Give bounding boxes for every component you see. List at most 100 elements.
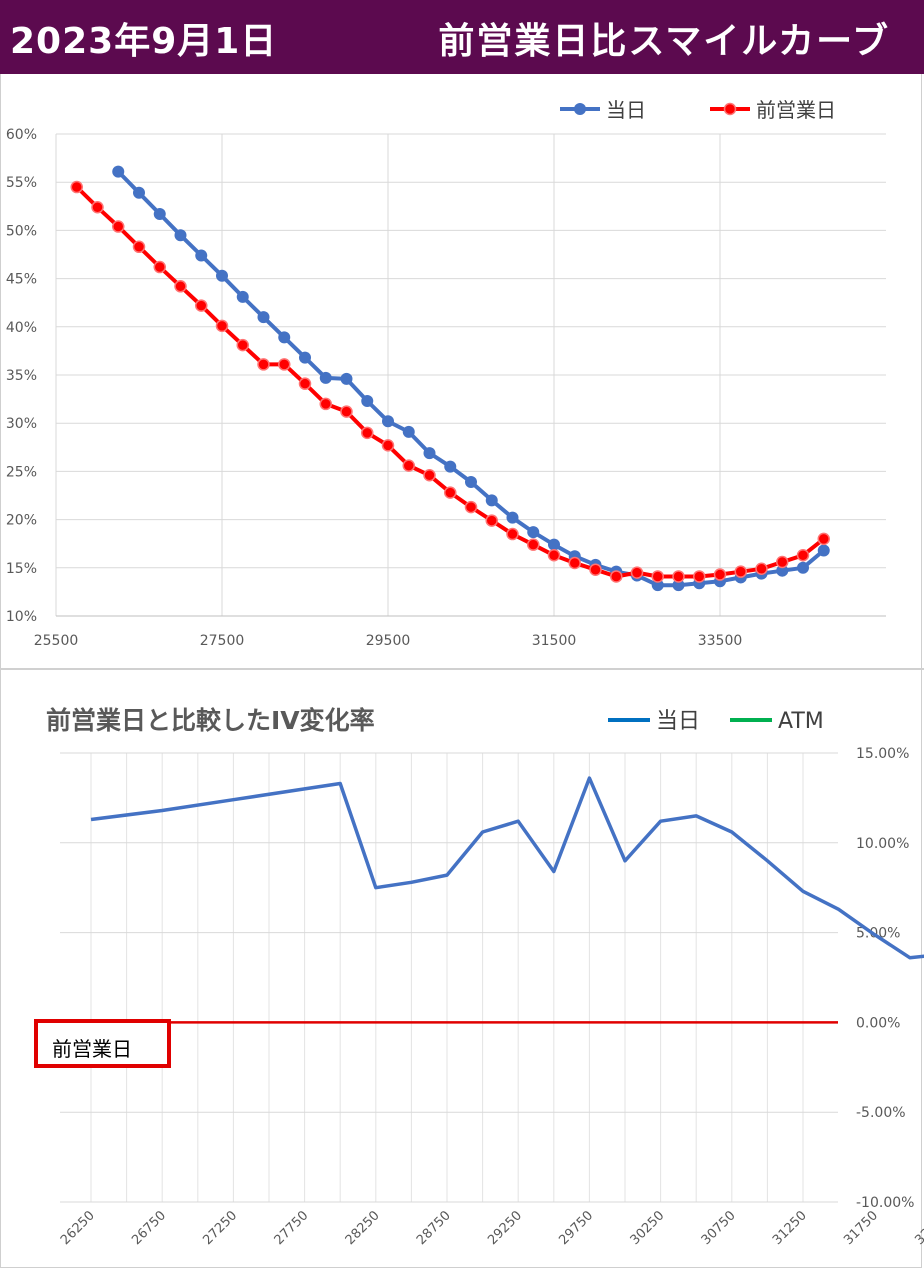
y-tick-label: 40%	[6, 320, 37, 336]
today-point	[423, 447, 436, 460]
chart2-legend: 当日 ATM	[608, 709, 824, 734]
today-point	[299, 351, 311, 364]
previous-point	[693, 570, 706, 583]
previous-point	[776, 555, 789, 569]
previous-point	[568, 556, 581, 570]
y-tick-label: 10%	[6, 609, 37, 625]
today-point	[153, 208, 166, 221]
today-point	[112, 165, 125, 178]
today-point	[382, 415, 394, 428]
today-point	[133, 186, 145, 199]
previous-point	[298, 377, 312, 390]
y-tick-label: 0.00%	[856, 1015, 900, 1031]
x-tick-label: 32250	[912, 1208, 924, 1248]
today-point	[506, 511, 519, 524]
previous-point	[319, 397, 332, 411]
y-tick-label: 15%	[6, 561, 37, 577]
previous-point	[236, 338, 249, 352]
y-tick-label: -10.00%	[856, 1195, 914, 1211]
previous-point	[70, 180, 83, 194]
y-tick-label: 60%	[6, 127, 37, 143]
previous-point	[444, 486, 457, 499]
y-tick-label: 50%	[6, 223, 37, 239]
previous-point	[527, 538, 540, 551]
x-tick-label: 31250	[770, 1208, 810, 1248]
previous-point	[734, 565, 747, 578]
chart1-x-ticks: 25500 27500 29500 31500 33500	[34, 633, 743, 649]
y-tick-label: 55%	[6, 175, 37, 191]
today-point	[817, 544, 830, 557]
series-line-today	[116, 170, 826, 588]
x-tick-label: 29500	[366, 633, 411, 649]
previous-point	[257, 358, 270, 371]
previous-point	[713, 568, 727, 581]
previous-point	[195, 299, 208, 312]
previous-point	[672, 570, 685, 583]
chart2-series	[60, 776, 924, 1024]
x-tick-label: 25500	[34, 633, 79, 649]
chart-divider	[0, 668, 924, 670]
previous-point	[423, 469, 436, 482]
today-point	[195, 249, 208, 262]
x-tick-label: 29250	[485, 1208, 525, 1248]
chart2-title: 前営業日と比較したIV変化率	[46, 706, 375, 735]
y-tick-label: 45%	[6, 272, 37, 288]
chart1-y-ticks: 10% 15% 20% 25% 30% 35% 40% 45% 50% 55% 60%	[6, 127, 37, 625]
previous-point	[91, 201, 104, 214]
legend-label: 当日	[656, 709, 700, 734]
previous-point	[174, 280, 187, 293]
date-label: 2023年9月1日	[10, 21, 278, 62]
x-tick-label: 30250	[628, 1208, 668, 1248]
today-point	[257, 311, 270, 324]
chart1-gridlines	[55, 133, 886, 617]
chart1-legend: 当日 前営業日	[560, 98, 836, 122]
x-tick-label: 27250	[200, 1208, 240, 1248]
x-tick-label: 30750	[699, 1208, 739, 1248]
x-tick-label: 31500	[532, 633, 577, 649]
previous-point	[464, 500, 478, 514]
today-point	[776, 564, 789, 577]
x-tick-label: 26750	[129, 1208, 169, 1248]
previous-point	[278, 358, 291, 371]
previous-point	[755, 562, 768, 576]
today-point	[278, 331, 291, 344]
previous-point	[796, 549, 810, 562]
series-line-today	[90, 776, 924, 960]
y-tick-label: 30%	[6, 416, 37, 432]
chart2-gridlines	[60, 752, 838, 1203]
x-tick-label: 27750	[272, 1208, 312, 1248]
x-tick-label: 31750	[841, 1208, 881, 1248]
previous-point	[381, 439, 395, 452]
previous-point	[610, 570, 623, 583]
smile-curve-chart: 10%15%20%25%30%35%40%45%50%55%60% 25500 2…	[6, 98, 886, 649]
legend-label: ATM	[778, 709, 824, 734]
previous-point	[153, 260, 166, 274]
charts-frame	[0, 74, 922, 1268]
x-tick-label: 29750	[556, 1208, 596, 1248]
y-tick-label: 20%	[6, 513, 37, 529]
previous-point	[132, 240, 146, 254]
x-tick-label: 27500	[200, 633, 245, 649]
today-point	[402, 425, 415, 438]
today-point	[797, 561, 809, 574]
previous-point	[630, 566, 644, 579]
y-tick-label: 15.00%	[856, 746, 909, 762]
previous-point	[506, 527, 519, 541]
page-title: 前営業日比スマイルカーブ	[438, 21, 890, 62]
previous-point	[402, 459, 415, 472]
reference-box	[34, 1019, 171, 1068]
previous-point	[817, 532, 830, 546]
previous-point	[547, 549, 561, 562]
legend-label: 当日	[606, 98, 646, 122]
today-point	[672, 579, 685, 592]
x-tick-label: 33500	[698, 633, 743, 649]
previous-point	[340, 405, 353, 418]
today-point	[319, 371, 332, 384]
today-point	[527, 526, 540, 539]
y-tick-label: 35%	[6, 368, 37, 384]
x-tick-label: 28250	[343, 1208, 383, 1248]
previous-point	[361, 426, 374, 440]
previous-point	[651, 570, 664, 583]
previous-point	[112, 220, 125, 233]
today-point	[465, 476, 477, 489]
